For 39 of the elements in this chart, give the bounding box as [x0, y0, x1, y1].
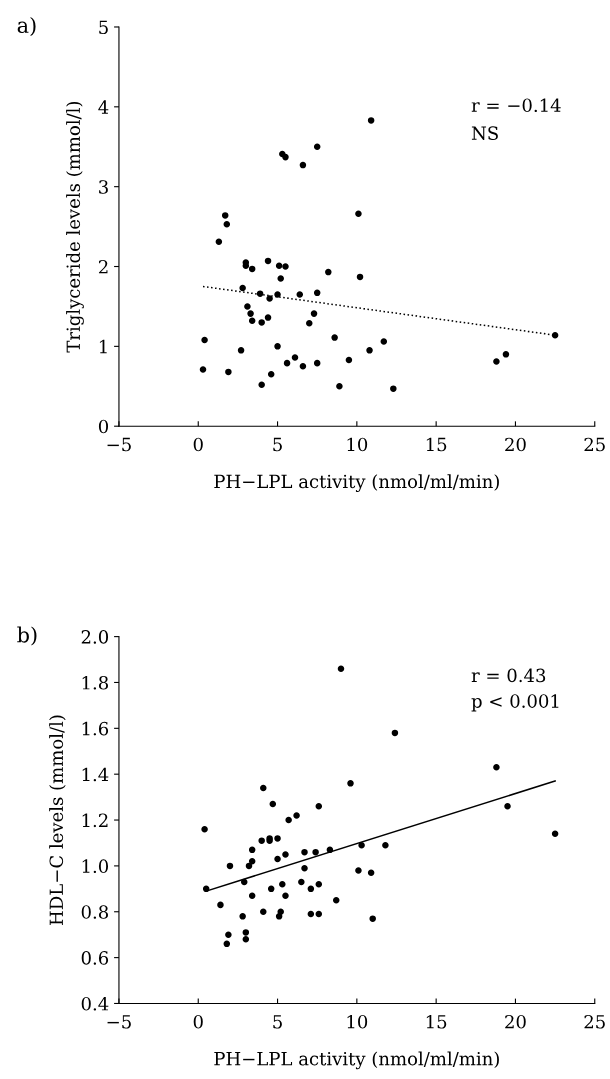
y-tick-label: 0.4 — [81, 996, 109, 1011]
y-tick-label: 3 — [99, 180, 108, 194]
x-tick-label: 25 — [584, 1014, 605, 1029]
y-tick-label: 1.6 — [82, 721, 109, 736]
annotation: p < 0.001 — [471, 694, 559, 712]
x-tick-label: 20 — [505, 437, 526, 452]
x-tick-label: 25 — [584, 437, 605, 452]
x-tick-label: −5 — [107, 437, 131, 452]
chart-title: b) — [17, 626, 37, 646]
x-tick-label: 0 — [193, 1014, 203, 1029]
y-tick-label: 1 — [99, 339, 107, 354]
y-tick-label: 2 — [98, 259, 108, 274]
x-tick-label: 20 — [505, 1014, 526, 1029]
y-tick-label: 0.6 — [81, 951, 109, 965]
y-axis-title: Triglyceride levels (mmol/l) — [66, 101, 84, 353]
y-tick-label: 1.8 — [82, 675, 109, 690]
x-tick-label: 10 — [347, 1014, 368, 1029]
annotation: r = 0.43 — [471, 668, 546, 683]
x-tick-label: 5 — [273, 1015, 282, 1029]
chart-title: a) — [17, 16, 36, 36]
y-axis-title: HDL−C levels (mmol/l) — [49, 715, 66, 925]
x-tick-label: 10 — [347, 437, 368, 452]
y-tick-label: 1.2 — [82, 813, 108, 828]
annotation: r = −0.14 — [471, 98, 561, 113]
y-tick-label: 0.8 — [81, 905, 109, 919]
y-tick-label: 2.0 — [81, 630, 109, 644]
x-axis-title: PH−LPL activity (nmol/ml/min) — [214, 1051, 499, 1070]
y-tick-label: 5 — [99, 20, 108, 35]
x-axis-title: PH−LPL activity (nmol/ml/min) — [214, 474, 499, 492]
annotation: NS — [471, 126, 498, 141]
x-tick-label: 0 — [193, 437, 203, 452]
y-tick-label: 4 — [98, 100, 109, 114]
x-tick-label: −5 — [107, 1015, 131, 1029]
y-tick-label: 1.0 — [82, 859, 109, 874]
y-tick-label: 0 — [98, 419, 109, 434]
y-tick-label: 1.4 — [82, 767, 109, 782]
x-tick-label: 5 — [273, 437, 282, 452]
x-tick-label: 15 — [426, 437, 447, 452]
x-tick-label: 15 — [426, 1014, 447, 1029]
